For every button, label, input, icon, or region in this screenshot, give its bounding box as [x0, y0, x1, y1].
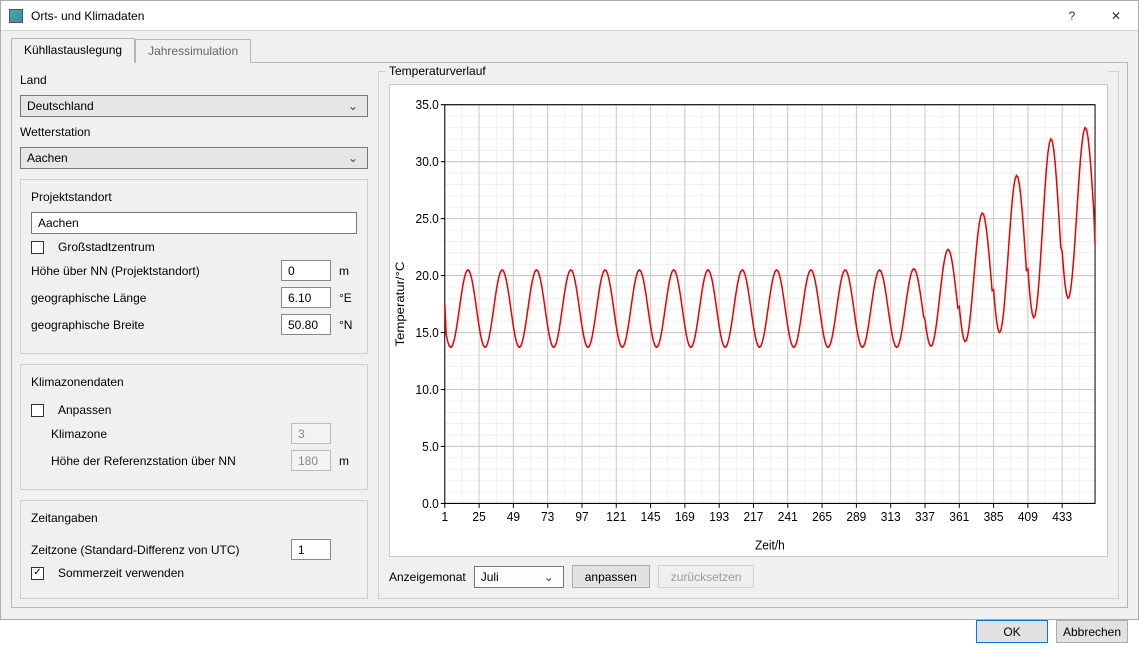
anpassen-label: Anpassen [58, 403, 357, 417]
zeitzone-label: Zeitzone (Standard-Differenz von UTC) [31, 543, 283, 557]
svg-text:361: 361 [949, 509, 969, 524]
svg-text:49: 49 [507, 509, 520, 524]
wetterstation-value: Aachen [27, 151, 68, 165]
svg-text:25: 25 [472, 509, 485, 524]
klimazone-input: 3 [291, 423, 331, 444]
svg-text:5.0: 5.0 [422, 439, 439, 454]
laenge-input[interactable]: 6.10 [281, 287, 331, 308]
anzeigemonat-combo[interactable]: Juli ⌄ [474, 566, 564, 588]
tab-panel: Land Deutschland ⌄ Wetterstation Aachen … [11, 62, 1128, 608]
chart-footer: Anzeigemonat Juli ⌄ anpassen zurücksetze… [389, 557, 1108, 588]
zeitzone-input[interactable]: 1 [291, 539, 331, 560]
breite-unit: °N [339, 318, 357, 332]
projekt-name-value: Aachen [38, 216, 79, 230]
svg-text:121: 121 [606, 509, 626, 524]
svg-text:15.0: 15.0 [416, 325, 439, 340]
zeitangaben-legend: Zeitangaben [27, 511, 102, 525]
projektstandort-legend: Projektstandort [27, 190, 116, 204]
breite-input[interactable]: 50.80 [281, 314, 331, 335]
svg-text:1: 1 [441, 509, 448, 524]
svg-text:289: 289 [846, 509, 866, 524]
klimazonen-legend: Klimazonendaten [27, 375, 128, 389]
projektstandort-group: Projektstandort Aachen Großstadtzentrum … [20, 179, 368, 354]
temperaturverlauf-legend: Temperaturverlauf [385, 64, 1108, 78]
zeitangaben-group: Zeitangaben Zeitzone (Standard-Differenz… [20, 500, 368, 599]
anzeigemonat-label: Anzeigemonat [389, 570, 466, 584]
titlebar: Orts- und Klimadaten ? ✕ [1, 1, 1138, 31]
cancel-button[interactable]: Abbrechen [1056, 620, 1128, 643]
dialog-window: Orts- und Klimadaten ? ✕ Kühllastauslegu… [0, 0, 1139, 620]
klimazone-label: Klimazone [51, 427, 283, 441]
svg-text:145: 145 [641, 509, 661, 524]
hoehe-input[interactable]: 0 [281, 260, 331, 281]
chevron-down-icon: ⌄ [541, 570, 557, 584]
window-title: Orts- und Klimadaten [31, 9, 1050, 23]
close-button[interactable]: ✕ [1094, 1, 1138, 31]
svg-text:73: 73 [541, 509, 554, 524]
sommerzeit-label: Sommerzeit verwenden [58, 566, 357, 580]
land-label: Land [20, 71, 368, 89]
refhoehe-label: Höhe der Referenzstation über NN [51, 454, 283, 468]
hoehe-label: Höhe über NN (Projektstandort) [31, 264, 273, 278]
svg-text:217: 217 [744, 509, 764, 524]
svg-text:433: 433 [1052, 509, 1072, 524]
breite-label: geographische Breite [31, 318, 273, 332]
svg-text:265: 265 [812, 509, 832, 524]
chevron-down-icon: ⌄ [345, 99, 361, 113]
anpassen-button[interactable]: anpassen [572, 565, 650, 588]
wetterstation-label: Wetterstation [20, 123, 368, 141]
svg-text:0.0: 0.0 [422, 496, 439, 511]
svg-text:385: 385 [984, 509, 1004, 524]
svg-text:30.0: 30.0 [416, 155, 439, 170]
klimazonen-group: Klimazonendaten Anpassen Klimazone 3 Höh… [20, 364, 368, 490]
chevron-down-icon: ⌄ [345, 151, 361, 165]
grossstadt-checkbox[interactable] [31, 241, 44, 254]
tab-kuehllast[interactable]: Kühllastauslegung [11, 38, 135, 63]
tab-jahressimulation[interactable]: Jahressimulation [135, 39, 251, 63]
refhoehe-unit: m [339, 454, 357, 468]
temperaturverlauf-group: Temperaturverlauf 0.05.010.015.020.025.0… [378, 71, 1119, 599]
svg-text:409: 409 [1018, 509, 1038, 524]
land-combo[interactable]: Deutschland ⌄ [20, 95, 368, 117]
svg-text:337: 337 [915, 509, 935, 524]
grossstadt-label: Großstadtzentrum [58, 240, 357, 254]
svg-text:313: 313 [881, 509, 901, 524]
svg-text:20.0: 20.0 [416, 268, 439, 283]
svg-text:Temperatur/°C: Temperatur/°C [393, 262, 406, 347]
refhoehe-input: 180 [291, 450, 331, 471]
svg-text:241: 241 [778, 509, 798, 524]
svg-text:Zeit/h: Zeit/h [755, 538, 785, 553]
svg-text:35.0: 35.0 [416, 98, 439, 113]
hoehe-unit: m [339, 264, 357, 278]
left-column: Land Deutschland ⌄ Wetterstation Aachen … [20, 71, 368, 599]
help-button[interactable]: ? [1050, 1, 1094, 31]
temperature-chart: 0.0 5.0 10.0 15.0 20.0 25.0 30.0 35.0 1 25 49 73 97 1… [390, 85, 1107, 556]
laenge-unit: °E [339, 291, 357, 305]
anpassen-checkbox[interactable] [31, 404, 44, 417]
app-icon [9, 9, 23, 23]
anzeigemonat-value: Juli [481, 570, 499, 584]
ok-button[interactable]: OK [976, 620, 1048, 643]
svg-text:25.0: 25.0 [416, 212, 439, 227]
svg-text:97: 97 [575, 509, 588, 524]
tab-bar: Kühllastauslegung Jahressimulation [1, 31, 1138, 62]
svg-text:169: 169 [675, 509, 695, 524]
zuruecksetzen-button: zurücksetzen [658, 565, 755, 588]
sommerzeit-checkbox[interactable]: ✓ [31, 567, 44, 580]
svg-text:193: 193 [709, 509, 729, 524]
svg-text:10.0: 10.0 [416, 382, 439, 397]
laenge-label: geographische Länge [31, 291, 273, 305]
chart-area: 0.0 5.0 10.0 15.0 20.0 25.0 30.0 35.0 1 25 49 73 97 1… [389, 84, 1108, 557]
land-value: Deutschland [27, 99, 94, 113]
wetterstation-combo[interactable]: Aachen ⌄ [20, 147, 368, 169]
projekt-name-input[interactable]: Aachen [31, 212, 357, 234]
